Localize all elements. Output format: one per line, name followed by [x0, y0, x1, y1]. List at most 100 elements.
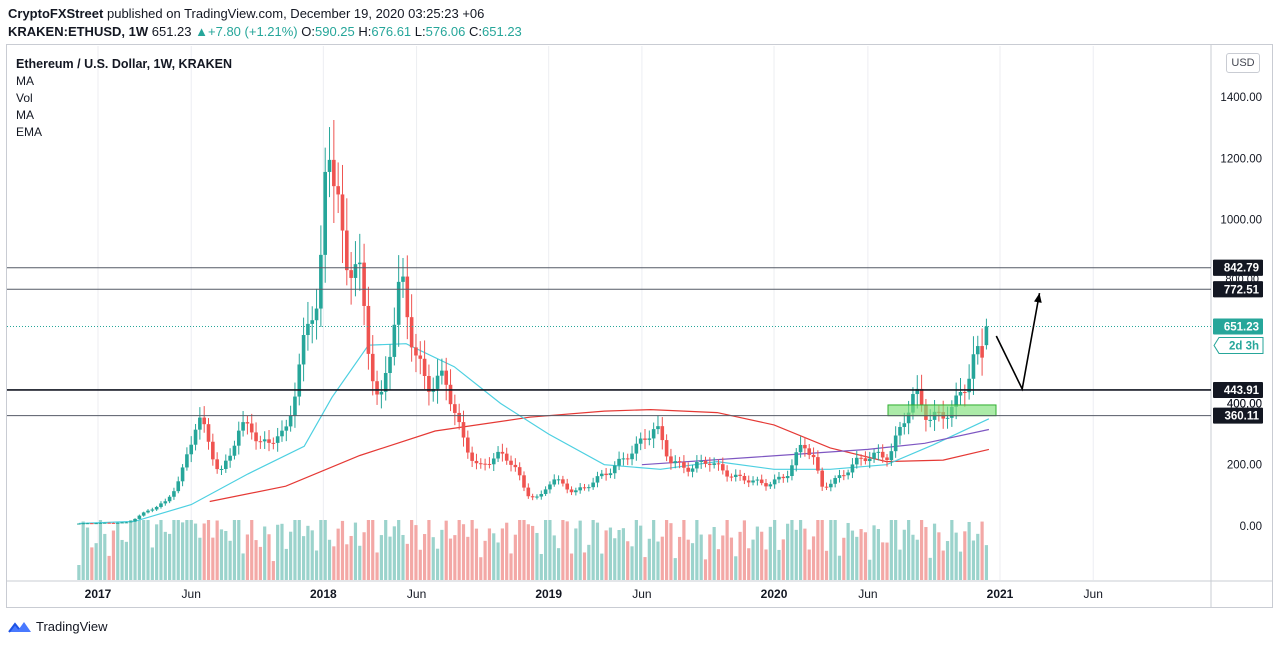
candle-body [435, 375, 440, 389]
volume-bar [371, 520, 375, 580]
candle-body [85, 523, 90, 525]
volume-bar [293, 520, 297, 580]
volume-bar [258, 546, 262, 580]
candle-body [241, 422, 245, 431]
candle-body [448, 384, 453, 405]
volume-bar [168, 533, 172, 580]
volume-bar [755, 526, 759, 580]
legend-ema[interactable]: EMA [16, 125, 43, 139]
candle-body [556, 479, 561, 481]
last-price-label-bg [1213, 318, 1263, 335]
volume-bar [811, 536, 816, 580]
volume-bar [716, 549, 721, 580]
volume-bar [587, 544, 591, 580]
ema-line [641, 428, 990, 466]
candle-body [980, 346, 984, 358]
candle-body [453, 404, 457, 413]
candle-body [539, 494, 544, 497]
candle-body [392, 324, 397, 357]
ma-fast-line [78, 343, 990, 525]
candle-body [530, 496, 535, 498]
x-tick-label: 2021 [987, 587, 1014, 601]
chart-frame[interactable] [6, 44, 1273, 608]
candle-body [608, 473, 613, 476]
candle-body [306, 323, 310, 336]
volume-bar [245, 534, 250, 580]
tradingview-brand[interactable]: TradingView [36, 619, 108, 634]
volume-bar [111, 530, 116, 580]
candle-body [872, 452, 876, 459]
volume-bar [98, 520, 103, 580]
candle-body [725, 470, 729, 477]
candle-body [310, 320, 315, 324]
legend-ma-2[interactable]: MA [16, 108, 34, 122]
x-tick-label: Jun [632, 587, 651, 601]
volume-bar [712, 526, 716, 580]
volume-bar [466, 536, 470, 580]
volume-bar [656, 541, 660, 580]
volume-bar [267, 534, 271, 580]
candle-body [470, 452, 474, 461]
candle-body [180, 467, 185, 482]
volume-bar [353, 522, 358, 580]
volume-bar [107, 555, 111, 580]
chart-legend: Ethereum / U.S. Dollar, 1W, KRAKEN MA Vo… [16, 56, 232, 141]
legend-ma-1[interactable]: MA [16, 74, 34, 88]
y-tick-label: 1000.00 [1220, 215, 1262, 227]
publisher-name[interactable]: CryptoFXStreet [8, 6, 104, 21]
candle-body [967, 378, 971, 393]
volume-bar [301, 536, 306, 580]
candle-body [902, 423, 907, 427]
close-label: C: [469, 24, 483, 39]
candle-body [738, 474, 742, 476]
y-tick-label: 1400.00 [1220, 92, 1262, 104]
candle-body [945, 417, 950, 419]
volume-bar [340, 520, 345, 580]
volume-bar [405, 543, 409, 580]
candle-body [262, 439, 267, 442]
x-tick-label: Jun [182, 587, 201, 601]
volume-bar [773, 520, 777, 580]
candle-body [686, 467, 691, 472]
volume-bar [535, 532, 539, 580]
volume-bar [77, 565, 81, 580]
volume-bar [980, 521, 984, 580]
candles [77, 120, 989, 525]
candle-body [647, 438, 652, 440]
volume-bar [578, 520, 582, 580]
candle-body [219, 468, 224, 470]
volume-bar [829, 520, 833, 580]
candle-body [621, 458, 626, 460]
volume-bar [440, 529, 444, 580]
candle-body [271, 442, 276, 444]
candle-body [396, 281, 401, 325]
volume-bar [362, 532, 366, 580]
candle-body [699, 460, 703, 462]
legend-vol[interactable]: Vol [16, 91, 33, 105]
candle-body [185, 454, 189, 468]
candle-body [345, 230, 349, 271]
candle-body [379, 391, 384, 395]
candle-body [625, 458, 630, 460]
volume-bar [345, 544, 349, 580]
volume-bar [289, 531, 293, 580]
candle-body [651, 429, 656, 439]
volume-bar [604, 530, 608, 580]
candle-body [682, 462, 686, 468]
volume-bar [314, 550, 319, 580]
currency-button[interactable]: USD [1226, 53, 1260, 73]
candle-body [811, 454, 816, 458]
candle-body [128, 521, 133, 523]
volume-bar [626, 541, 630, 580]
candle-body [90, 523, 94, 525]
candle-body [893, 435, 898, 452]
candle-body [288, 415, 293, 427]
candle-body [474, 460, 479, 464]
volume-bar [639, 525, 643, 580]
volume-bar [198, 537, 202, 580]
candle-body [617, 458, 621, 466]
volume-bar [902, 529, 906, 580]
up-arrow-icon: ▲ [195, 24, 209, 39]
volume-bar [647, 538, 651, 580]
